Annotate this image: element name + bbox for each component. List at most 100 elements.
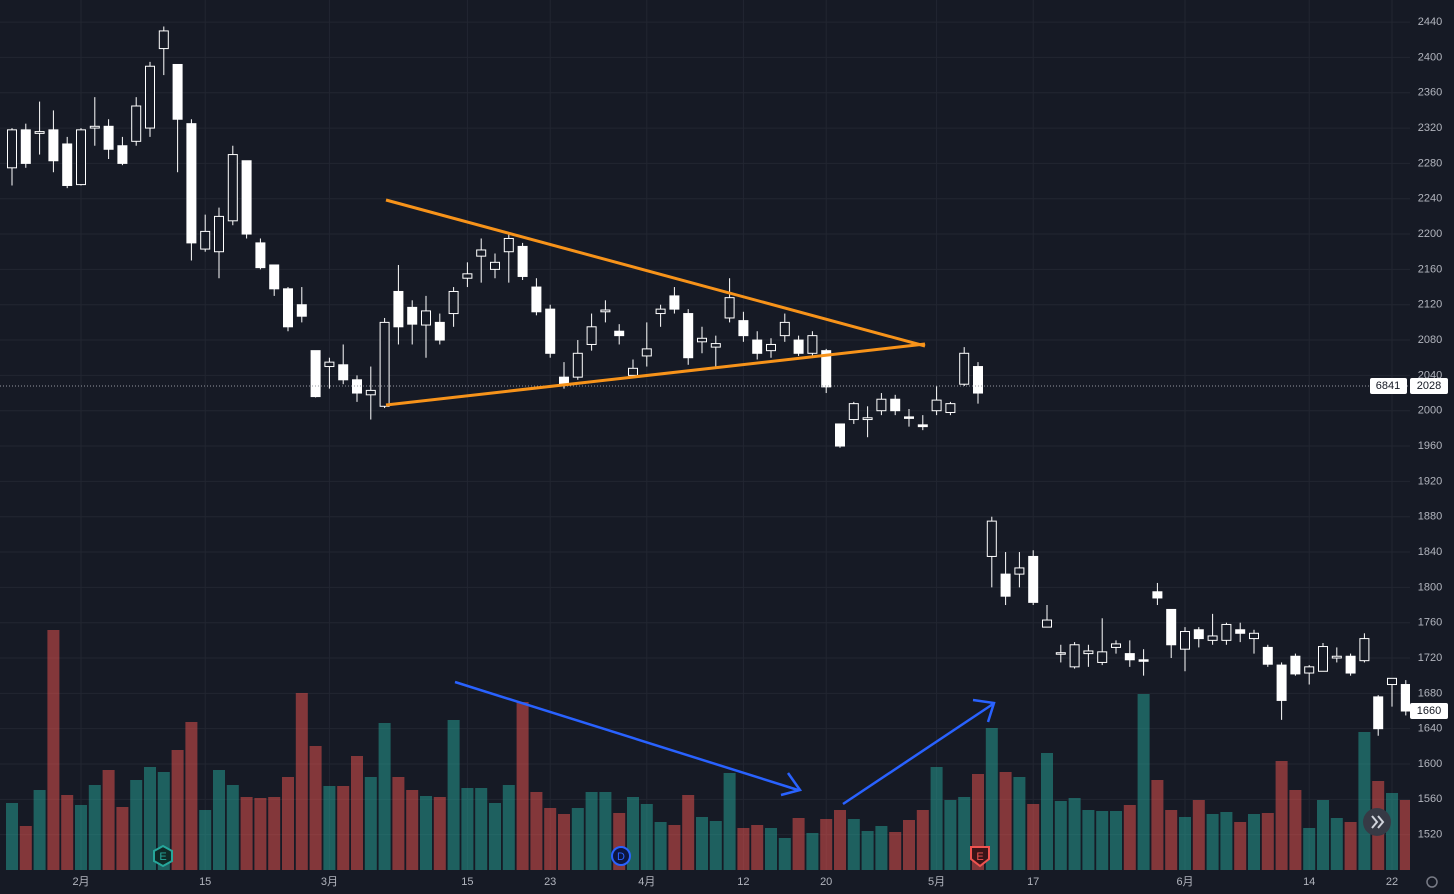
volume-bar (1165, 810, 1178, 870)
candle-body (890, 398, 901, 412)
volume-bar (999, 772, 1012, 870)
axis-background (0, 870, 1454, 894)
volume-bar (1013, 777, 1026, 870)
candle-body (628, 367, 638, 376)
candle-body (1221, 623, 1232, 641)
arrow (842, 702, 994, 806)
candle-body (421, 310, 431, 326)
x-tick-label: 17 (1027, 876, 1039, 888)
candle-body (655, 308, 666, 315)
volume-bar (944, 800, 957, 870)
candle-body (365, 389, 376, 396)
y-tick-label: 1520 (1418, 829, 1442, 841)
y-tick-label: 2280 (1418, 157, 1442, 169)
price-label: 2028 (1417, 380, 1441, 392)
candle-body (517, 245, 528, 277)
candle-body (1400, 684, 1411, 712)
arrow (454, 680, 799, 792)
y-tick-label: 2320 (1418, 122, 1442, 134)
volume-bar (1027, 804, 1040, 870)
y-tick-label: 2080 (1418, 334, 1442, 346)
y-tick-label: 2440 (1418, 16, 1442, 28)
candle-body (931, 399, 942, 412)
volume-bar (930, 767, 943, 870)
y-tick-label: 1800 (1418, 581, 1442, 593)
volume-bar (364, 777, 377, 870)
volume-bar (737, 828, 750, 870)
candle-body (1373, 696, 1384, 730)
volume-bar (834, 810, 846, 870)
volume-bar (102, 770, 115, 870)
x-tick-label: 12 (737, 876, 749, 888)
axis-background (1410, 0, 1454, 894)
candle-body (103, 125, 114, 150)
volume-bar (351, 756, 363, 870)
candle-body (572, 352, 583, 378)
candle-body (462, 273, 473, 279)
candle-body (1028, 555, 1039, 603)
event-marker (970, 846, 990, 868)
y-tick-label: 2120 (1418, 299, 1442, 311)
volume-bar (295, 693, 308, 870)
drawings (385, 198, 996, 806)
x-tick-label: 6月 (1176, 876, 1193, 888)
candle-body (1152, 591, 1163, 599)
arrow-head (972, 698, 996, 723)
candle-body (20, 129, 31, 164)
volume-bar (1192, 800, 1205, 870)
volume-bar (254, 798, 267, 870)
volume-bar (337, 786, 350, 870)
candle-body (1235, 629, 1246, 634)
candle-body (641, 348, 652, 357)
candle-body (779, 321, 790, 337)
volume-bar (668, 825, 681, 870)
candle-body (821, 350, 832, 388)
x-tick-label: 23 (544, 876, 556, 888)
candle-body (448, 290, 459, 315)
volume-bar (323, 786, 336, 870)
volume-bar (916, 810, 929, 870)
trend-line (385, 342, 926, 407)
volume-bar (61, 795, 74, 870)
chart-controls (1363, 808, 1438, 888)
candle-body (76, 129, 86, 186)
y-tick-label: 1880 (1418, 511, 1442, 523)
candle-body (324, 361, 335, 368)
volume-bar (19, 826, 32, 870)
candle-body (1000, 573, 1011, 597)
event-label: E (976, 851, 983, 863)
candle-body (1304, 666, 1315, 674)
x-tick-label: 15 (461, 876, 473, 888)
volume-bar (116, 807, 129, 870)
volume-bar (778, 838, 791, 870)
last-price-label: 1660 (1417, 705, 1441, 717)
settings-button[interactable] (1426, 876, 1438, 888)
volume-bar (792, 818, 805, 870)
candle-body (531, 286, 542, 313)
candle-body (1331, 655, 1342, 659)
y-tick-label: 2400 (1418, 51, 1442, 63)
event-marker (153, 844, 173, 868)
x-tick-label: 14 (1303, 876, 1315, 888)
candle-body (255, 242, 266, 269)
volume-bar (1275, 761, 1288, 870)
x-tick-label: 4月 (638, 876, 655, 888)
candle-body (586, 326, 597, 345)
candle-body (214, 215, 224, 253)
event-label: D (617, 851, 625, 863)
volume-bar (213, 770, 225, 870)
volume-bar (640, 804, 653, 870)
y-tick-label: 1560 (1418, 793, 1442, 805)
x-tick-label: 2月 (72, 876, 89, 888)
y-tick-label: 2360 (1418, 87, 1442, 99)
volume-pane (6, 630, 1412, 870)
volume-bar (571, 808, 584, 870)
candle-body (1276, 664, 1287, 701)
y-tick-label: 1720 (1418, 652, 1442, 664)
volume-bar (406, 790, 419, 870)
candle-body (1249, 632, 1259, 640)
volume-bar (47, 630, 60, 870)
volume-bar (861, 831, 874, 870)
volume-bar (75, 805, 87, 870)
candle-body (241, 160, 252, 235)
